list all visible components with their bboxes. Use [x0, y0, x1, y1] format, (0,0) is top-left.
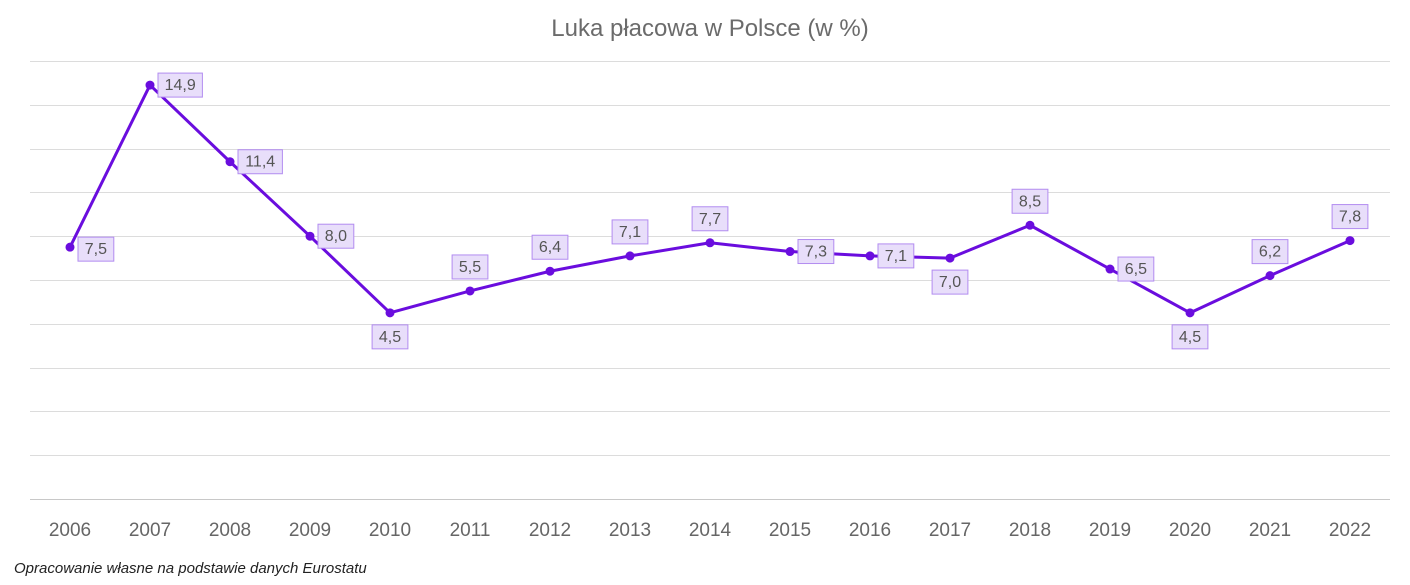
data-label: 4,5 [379, 329, 401, 346]
data-label: 7,1 [619, 224, 641, 241]
data-label: 7,5 [85, 241, 107, 258]
data-label: 4,5 [1179, 329, 1201, 346]
data-label: 6,5 [1125, 261, 1147, 278]
source-note: Opracowanie własne na podstawie danych E… [14, 560, 367, 577]
data-point [945, 253, 955, 263]
x-tick-label: 2007 [129, 520, 171, 541]
data-label-box [371, 324, 409, 350]
x-tick-label: 2010 [369, 520, 411, 541]
data-point [865, 251, 875, 261]
x-tick-label: 2011 [450, 520, 491, 541]
data-point [65, 242, 75, 252]
data-label-box [237, 149, 283, 175]
data-label-box [1011, 188, 1049, 214]
data-point [465, 286, 475, 296]
data-point [1185, 308, 1195, 318]
data-point [1025, 220, 1035, 230]
gridlines [30, 61, 1390, 500]
data-label: 6,2 [1259, 244, 1281, 261]
x-axis-ticks: 2006 2007 2008 2009 2010 2011 2012 2013 2014 2015… [49, 520, 1371, 541]
data-label-box [1117, 256, 1155, 282]
data-points [65, 80, 1355, 318]
data-label: 7,7 [699, 211, 721, 228]
x-tick-label: 2012 [529, 520, 571, 541]
data-label-box [77, 236, 115, 262]
data-label-box [1171, 324, 1209, 350]
data-point [385, 308, 395, 318]
data-label-box [451, 254, 489, 280]
x-tick-label: 2014 [689, 520, 732, 541]
data-label: 11,4 [245, 154, 275, 171]
data-label-box [531, 234, 569, 260]
data-point [1345, 236, 1355, 246]
x-tick-label: 2017 [929, 520, 971, 541]
data-label-box [877, 243, 915, 269]
x-tick-label: 2018 [1009, 520, 1051, 541]
data-label: 7,8 [1339, 209, 1361, 226]
data-label: 5,5 [459, 259, 481, 276]
x-tick-label: 2022 [1329, 520, 1371, 541]
data-point [1105, 264, 1115, 274]
data-label: 8,5 [1019, 193, 1041, 210]
data-point [145, 80, 155, 90]
data-point [225, 157, 235, 167]
x-tick-label: 2015 [769, 520, 811, 541]
data-label-box [1251, 239, 1289, 265]
data-point [545, 266, 555, 276]
x-tick-label: 2008 [209, 520, 251, 541]
data-point [1265, 271, 1275, 281]
x-tick-label: 2006 [49, 520, 91, 541]
data-point [305, 231, 315, 241]
data-point [705, 238, 715, 248]
data-point [625, 251, 635, 261]
data-label-box [797, 239, 835, 265]
data-labels: 7,5 14,9 11,4 8,0 4,5 5,5 6,4 7,1 7,7 7,3 7,1 7,0 8,… [77, 72, 1369, 350]
data-label-box [931, 269, 969, 295]
x-tick-label: 2013 [609, 520, 651, 541]
data-label: 7,3 [805, 244, 827, 261]
x-tick-label: 2020 [1169, 520, 1211, 541]
chart-title: Luka płacowa w Polsce (w %) [551, 15, 868, 42]
data-label-box [157, 72, 203, 98]
data-label-box [611, 219, 649, 245]
data-label-box [691, 206, 729, 232]
x-tick-label: 2009 [289, 520, 331, 541]
data-label: 7,1 [885, 248, 907, 265]
data-point [785, 247, 795, 257]
x-tick-label: 2019 [1089, 520, 1131, 541]
data-label-box [1331, 204, 1369, 230]
x-tick-label: 2021 [1249, 520, 1291, 541]
data-label: 8,0 [325, 228, 347, 245]
series-line [68, 83, 1351, 315]
data-label: 6,4 [539, 239, 561, 256]
data-label: 7,0 [939, 274, 961, 291]
data-label: 14,9 [165, 77, 196, 94]
data-label-box [317, 223, 355, 249]
x-tick-label: 2016 [849, 520, 891, 541]
